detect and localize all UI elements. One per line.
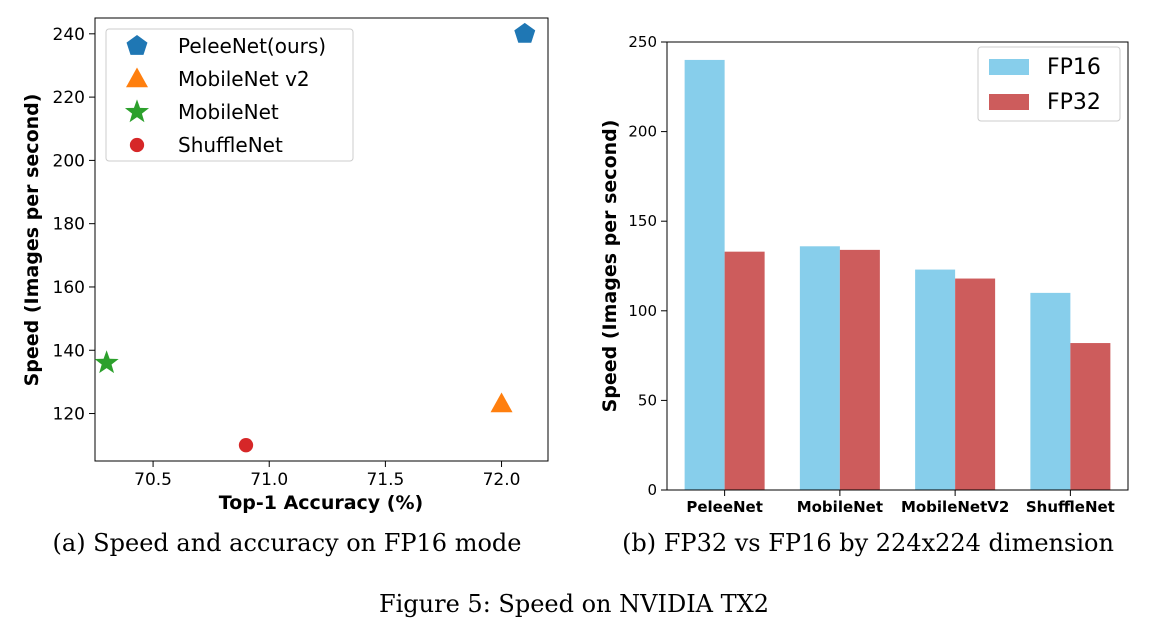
legend-label-mobilenet-v2: MobileNet v2: [178, 67, 310, 91]
y-tick-label: 140: [53, 341, 85, 361]
scatter-x-axis-label: Top-1 Accuracy (%): [219, 492, 423, 514]
bar-plot-frame: [666, 41, 1129, 491]
legend-label-mobilenet: MobileNet: [178, 100, 279, 124]
bar-category-labels: PeleeNet MobileNet MobileNetV2 ShuffleNet: [686, 490, 1115, 516]
point-peleenet-ours: [514, 22, 536, 43]
scatter-caption: (a) Speed and accuracy on FP16 mode: [53, 529, 522, 557]
y-tick-label: 150: [628, 212, 657, 230]
legend-marker-peleenet-ours: [126, 35, 148, 55]
legend-swatch-fp16: [989, 59, 1029, 75]
y-tick-label: 200: [628, 123, 657, 141]
x-tick-label: 70.5: [134, 470, 172, 490]
scatter-y-axis-label: Speed (Images per second): [21, 94, 43, 387]
category-label-mobilenetv2: MobileNetV2: [901, 498, 1009, 516]
scatter-plot-frame: [94, 17, 549, 462]
scatter-x-ticks: 70.5 71.0 71.5 72.0: [134, 461, 520, 490]
bar-fp16-mobilenet: [799, 246, 840, 490]
point-mobilenet: [94, 350, 119, 374]
bar-legend: FP16 FP32: [977, 46, 1121, 122]
legend-marker-mobilenet-v2: [126, 67, 148, 88]
scatter-y-ticks: 120 140 160 180 200 220 240: [53, 25, 95, 425]
bar-fp32-mobilenetv2: [955, 278, 996, 490]
y-tick-label: 120: [53, 405, 85, 425]
legend-label-peleenet-ours: PeleeNet(ours): [178, 34, 326, 58]
y-tick-label: 180: [53, 215, 85, 235]
scatter-legend: PeleeNet(ours) MobileNet v2 MobileNet Shuff…: [105, 28, 354, 162]
x-tick-label: 72.0: [483, 470, 521, 490]
x-tick-label: 71.0: [250, 470, 288, 490]
bar-chart: 0 50 100 150 200 250 PeleeNet MobileNet MobileN…: [599, 33, 1129, 557]
y-tick-label: 50: [638, 391, 657, 409]
bar-fp32-shufflenet: [1070, 343, 1111, 490]
bar-y-axis-label: Speed (Images per second): [599, 120, 621, 413]
legend-label-fp16: FP16: [1047, 55, 1101, 80]
y-tick-label: 250: [628, 33, 657, 51]
y-tick-label: 160: [53, 278, 85, 298]
y-tick-label: 240: [53, 25, 85, 45]
y-tick-label: 0: [647, 481, 657, 499]
scatter-chart: 120 140 160 180 200 220 240 70.5 71.0 71.5 72.0 T…: [21, 17, 549, 557]
legend-label-shufflenet: ShuffleNet: [178, 133, 283, 157]
y-tick-label: 100: [628, 302, 657, 320]
bar-caption: (b) FP32 vs FP16 by 224x224 dimension: [622, 529, 1114, 557]
legend-label-fp32: FP32: [1047, 90, 1101, 115]
category-label-peleenet: PeleeNet: [686, 498, 763, 516]
bar-fp16-shufflenet: [1030, 292, 1071, 490]
scatter-legend-box: [105, 28, 354, 162]
bar-fp16-mobilenetv2: [915, 269, 956, 490]
point-shufflenet: [238, 438, 254, 453]
bar-bars: [684, 59, 1111, 491]
scatter-points: [94, 22, 536, 453]
legend-marker-mobilenet: [124, 99, 150, 123]
bar-fp16-peleenet: [684, 59, 725, 491]
bar-fp32-mobilenet: [839, 249, 880, 490]
y-tick-label: 220: [53, 88, 85, 108]
point-mobilenet-v2: [490, 392, 513, 413]
bar-y-ticks: 0 50 100 150 200 250: [628, 33, 667, 499]
bar-fp32-peleenet: [724, 251, 765, 490]
legend-marker-shufflenet: [129, 137, 145, 153]
y-tick-label: 200: [53, 151, 85, 171]
legend-swatch-fp32: [989, 94, 1029, 110]
category-label-shufflenet: ShuffleNet: [1026, 498, 1115, 516]
x-tick-label: 71.5: [366, 470, 404, 490]
category-label-mobilenet: MobileNet: [797, 498, 883, 516]
figure-caption: Figure 5: Speed on NVIDIA TX2: [379, 590, 769, 618]
